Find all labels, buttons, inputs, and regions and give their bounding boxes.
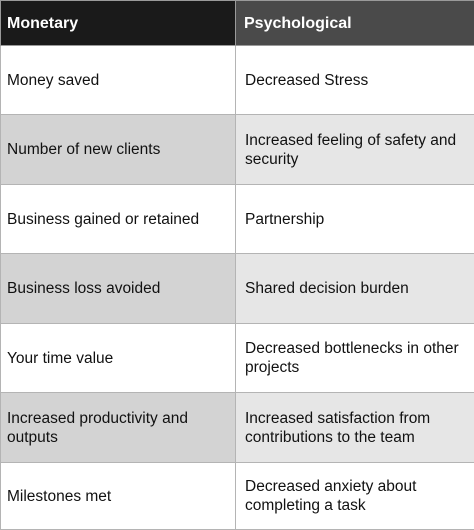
psychological-cell: Increased satisfaction from contribution… bbox=[236, 393, 474, 463]
table-row: Number of new clients Increased feeling … bbox=[1, 115, 474, 185]
header-psychological: Psychological bbox=[236, 1, 474, 46]
monetary-cell: Money saved bbox=[1, 46, 236, 115]
monetary-cell: Number of new clients bbox=[1, 115, 236, 185]
monetary-cell: Milestones met bbox=[1, 463, 236, 530]
psychological-cell: Partnership bbox=[236, 185, 474, 254]
psychological-cell: Increased feeling of safety and security bbox=[236, 115, 474, 185]
table-row: Business loss avoided Shared decision bu… bbox=[1, 254, 474, 324]
table-row: Your time value Decreased bottlenecks in… bbox=[1, 324, 474, 393]
monetary-cell: Your time value bbox=[1, 324, 236, 393]
psychological-cell: Decreased anxiety about completing a tas… bbox=[236, 463, 474, 530]
psychological-cell: Shared decision burden bbox=[236, 254, 474, 324]
table-row: Business gained or retained Partnership bbox=[1, 185, 474, 254]
monetary-cell: Business gained or retained bbox=[1, 185, 236, 254]
header-monetary: Monetary bbox=[1, 1, 236, 46]
psychological-cell: Decreased bottlenecks in other projects bbox=[236, 324, 474, 393]
table-row: Increased productivity and outputs Incre… bbox=[1, 393, 474, 463]
table-row: Milestones met Decreased anxiety about c… bbox=[1, 463, 474, 530]
monetary-cell: Business loss avoided bbox=[1, 254, 236, 324]
table-row: Money saved Decreased Stress bbox=[1, 46, 474, 115]
table-header-row: Monetary Psychological bbox=[1, 1, 474, 46]
monetary-cell: Increased productivity and outputs bbox=[1, 393, 236, 463]
psychological-cell: Decreased Stress bbox=[236, 46, 474, 115]
